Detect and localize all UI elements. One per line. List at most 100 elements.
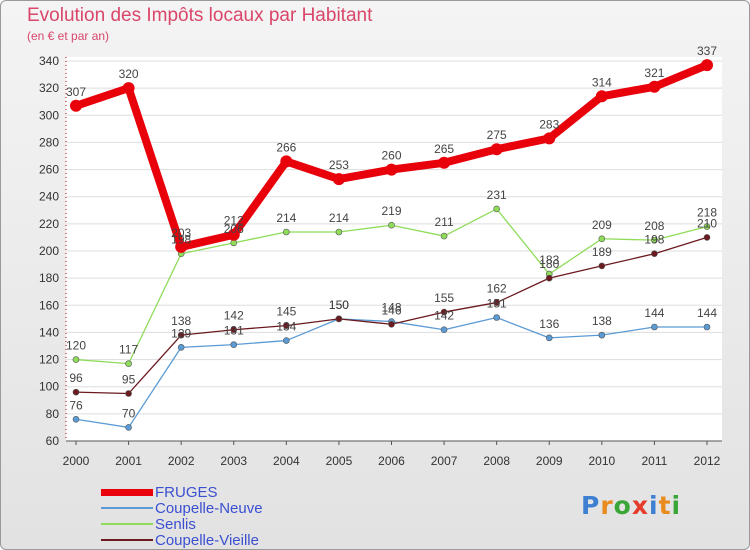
point-coupelle-neuve-2007 [440, 326, 448, 334]
chart-title: Evolution des Impôts locaux par Habitant [27, 5, 373, 26]
data-label-coupelle-vieille-2008: 162 [487, 282, 507, 296]
point-fruges-2001 [122, 82, 135, 95]
x-tick-label-2010: 2010 [588, 454, 615, 468]
logo-letter: i [649, 491, 659, 520]
legend-label-coupelle-neuve: Coupelle-Neuve [155, 499, 263, 517]
point-coupelle-vieille-2007 [440, 308, 448, 316]
x-tick-label-2004: 2004 [273, 454, 300, 468]
point-senlis-2005 [335, 228, 343, 236]
data-label-senlis-2000: 120 [66, 339, 86, 353]
data-label-senlis-2003: 206 [224, 222, 244, 236]
data-label-coupelle-neuve-2008: 151 [487, 297, 507, 311]
data-label-senlis-2006: 219 [381, 204, 401, 218]
point-coupelle-neuve-2012 [703, 323, 711, 331]
data-label-senlis-2005: 214 [329, 211, 349, 225]
point-coupelle-vieille-2011 [651, 250, 658, 258]
y-tick-label-60: 60 [46, 434, 60, 448]
x-tick-label-2011: 2011 [642, 454, 668, 468]
point-coupelle-vieille-2009 [545, 274, 553, 282]
point-senlis-2012 [703, 223, 711, 230]
data-label-coupelle-neuve-2011: 144 [644, 306, 664, 320]
data-label-senlis-2008: 231 [487, 188, 507, 202]
x-tick-label-2008: 2008 [483, 454, 510, 468]
legend-swatch-senlis [101, 523, 153, 525]
point-coupelle-neuve-2009 [545, 334, 553, 342]
y-tick-label-220: 220 [39, 217, 59, 231]
point-coupelle-neuve-2008 [493, 314, 500, 321]
legend-item-senlis[interactable]: Senlis [101, 516, 263, 532]
data-label-coupelle-vieille-2007: 155 [434, 291, 454, 305]
point-fruges-2012 [701, 59, 713, 72]
data-label-coupelle-vieille-2012: 210 [697, 216, 717, 230]
legend-label-coupelle-vieille: Coupelle-Vieille [155, 531, 259, 549]
data-label-senlis-2011: 208 [644, 219, 664, 233]
point-senlis-2000 [72, 356, 80, 363]
point-coupelle-neuve-2002 [177, 344, 185, 351]
proxiti-logo: Proxiti [581, 491, 681, 520]
point-senlis-2008 [493, 205, 500, 213]
data-label-coupelle-vieille-2001: 95 [122, 373, 136, 387]
point-fruges-2003 [227, 228, 240, 241]
point-senlis-2004 [283, 228, 290, 236]
legend-item-coupelle-neuve[interactable]: Coupelle-Neuve [101, 500, 263, 516]
x-tick-label-2012: 2012 [694, 454, 721, 468]
point-coupelle-neuve-2011 [651, 323, 658, 331]
data-label-coupelle-neuve-2003: 131 [224, 324, 244, 338]
y-tick-label-140: 140 [39, 325, 59, 339]
point-coupelle-neuve-2001 [125, 424, 132, 431]
point-fruges-2010 [595, 90, 608, 103]
point-senlis-2006 [388, 221, 395, 229]
point-coupelle-vieille-2002 [177, 331, 185, 339]
point-coupelle-vieille-2012 [703, 234, 711, 241]
y-tick-label-240: 240 [39, 190, 59, 204]
point-fruges-2009 [543, 132, 556, 145]
y-tick-label-120: 120 [39, 353, 59, 367]
data-label-fruges-2010: 314 [592, 75, 612, 89]
point-senlis-2003 [230, 239, 238, 247]
chart-subtitle: (en € et par an) [27, 29, 110, 43]
x-tick-label-2006: 2006 [378, 454, 405, 468]
legend-label-fruges: FRUGES [155, 483, 218, 501]
data-label-fruges-2007: 265 [434, 142, 454, 156]
data-label-senlis-2009: 183 [539, 253, 559, 267]
data-label-coupelle-neuve-2002: 129 [171, 326, 191, 340]
y-tick-label-260: 260 [39, 163, 59, 177]
x-tick-label-2000: 2000 [63, 454, 90, 468]
point-coupelle-vieille-2000 [72, 388, 80, 396]
point-coupelle-neuve-2000 [72, 415, 80, 423]
legend-item-fruges[interactable]: FRUGES [101, 484, 263, 500]
x-tick-label-2002: 2002 [168, 454, 195, 468]
legend-label-senlis: Senlis [155, 515, 196, 533]
y-tick-label-80: 80 [46, 407, 60, 421]
plot-area [66, 57, 722, 441]
data-label-fruges-2006: 260 [381, 149, 401, 163]
point-coupelle-vieille-2010 [598, 262, 606, 270]
data-label-coupelle-vieille-2006: 146 [381, 303, 401, 317]
y-tick-label-340: 340 [39, 54, 59, 68]
point-coupelle-neuve-2003 [230, 341, 238, 348]
data-label-coupelle-neuve-2001: 70 [122, 406, 136, 420]
point-fruges-2006 [385, 163, 398, 176]
point-fruges-2008 [490, 143, 503, 156]
point-coupelle-vieille-2001 [125, 390, 132, 397]
y-tick-label-100: 100 [39, 380, 59, 394]
data-label-coupelle-neuve-2010: 138 [592, 314, 612, 328]
data-label-coupelle-neuve-2004: 134 [276, 320, 296, 334]
y-tick-label-200: 200 [39, 244, 59, 258]
point-coupelle-vieille-2005 [335, 315, 343, 323]
logo-letter: P [581, 491, 601, 520]
point-coupelle-vieille-2008 [493, 299, 500, 306]
data-label-coupelle-vieille-2003: 142 [224, 309, 244, 323]
point-fruges-2007 [438, 156, 451, 169]
data-label-coupelle-vieille-2011: 198 [644, 233, 664, 247]
legend-swatch-fruges [101, 488, 153, 496]
logo-letter: r [600, 491, 614, 520]
point-fruges-2000 [70, 99, 82, 112]
legend-swatch-coupelle-vieille [101, 539, 153, 541]
legend-item-coupelle-vieille[interactable]: Coupelle-Vieille [101, 532, 263, 548]
data-label-coupelle-neuve-2000: 76 [69, 398, 83, 412]
x-tick-label-2003: 2003 [220, 454, 247, 468]
data-label-senlis-2010: 209 [592, 218, 612, 232]
